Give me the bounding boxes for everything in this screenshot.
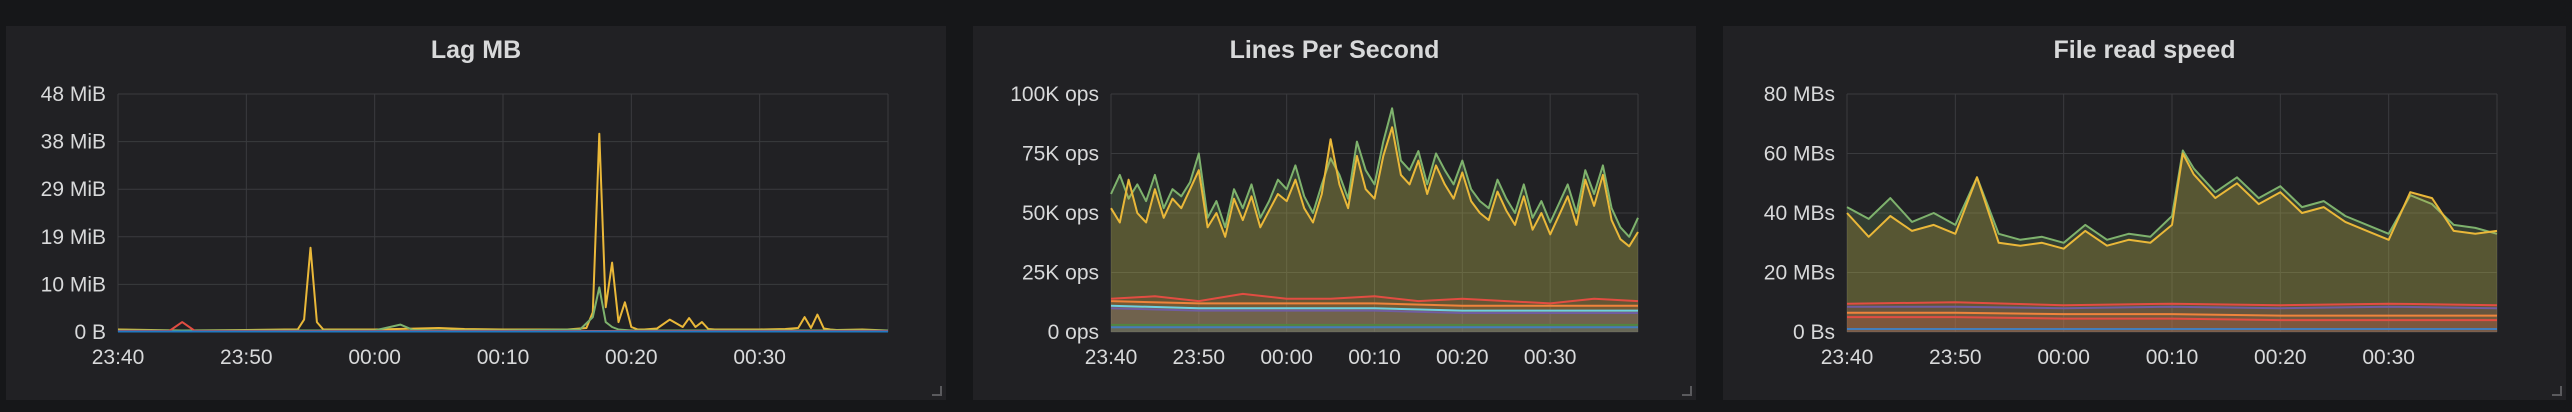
y-tick-label: 0 B bbox=[74, 321, 106, 344]
series-line[interactable] bbox=[1110, 307, 1638, 314]
x-tick-label: 23:40 bbox=[1085, 346, 1138, 369]
y-tick-label: 25K ops bbox=[1022, 262, 1099, 285]
series-area bbox=[1847, 302, 2497, 332]
x-tick-label: 23:40 bbox=[92, 346, 145, 369]
file-read-speed-panel: File read speed 0 Bs 20 MBs 40 MBs 60 MBs 80… bbox=[1723, 26, 2566, 400]
y-tick-label: 19 MiB bbox=[41, 226, 106, 249]
series-area bbox=[1111, 327, 1638, 332]
series-line[interactable] bbox=[1110, 304, 1638, 312]
y-tick-label: 38 MiB bbox=[41, 131, 106, 154]
lines-per-second-chart: 0 ops 25K ops 50K ops 75K ops 100K ops 23:40 2… bbox=[1010, 83, 1639, 369]
y-tick-label: 50K ops bbox=[1022, 202, 1099, 225]
series-line[interactable] bbox=[1110, 292, 1639, 305]
panel-title[interactable]: Lines Per Second bbox=[1229, 36, 1440, 64]
x-tick-label: 00:30 bbox=[2362, 346, 2415, 369]
x-tick-label: 00:10 bbox=[477, 346, 530, 369]
series-line[interactable] bbox=[1110, 300, 1638, 307]
y-tick-label: 75K ops bbox=[1022, 143, 1099, 166]
y-tick-label: 29 MiB bbox=[41, 178, 106, 201]
series-line[interactable] bbox=[1846, 152, 2498, 250]
y-tick-label: 48 MiB bbox=[41, 83, 106, 106]
file-read-speed-chart: 0 Bs 20 MBs 40 MBs 60 MBs 80 MBs 23:40 23:50 00… bbox=[1764, 83, 2498, 369]
x-tick-label: 00:30 bbox=[733, 346, 786, 369]
x-tick-label: 00:20 bbox=[1436, 346, 1489, 369]
y-tick-label: 100K ops bbox=[1010, 83, 1099, 106]
x-tick-label: 00:00 bbox=[1260, 346, 1313, 369]
series-area bbox=[1847, 150, 2497, 332]
series-line[interactable] bbox=[1847, 305, 2498, 310]
y-tick-label: 40 MBs bbox=[1764, 202, 1835, 225]
lines-per-second-panel: Lines Per Second 0 ops 25K ops 50K ops 75K … bbox=[973, 26, 1696, 400]
y-tick-label: 10 MiB bbox=[41, 273, 106, 296]
series-line[interactable] bbox=[1847, 311, 2497, 317]
series-area bbox=[1111, 127, 1638, 332]
x-tick-label: 00:10 bbox=[1348, 346, 1401, 369]
panel-title[interactable]: Lag MB bbox=[430, 36, 522, 64]
x-tick-label: 00:30 bbox=[1524, 346, 1577, 369]
y-tick-label: 0 Bs bbox=[1793, 321, 1835, 344]
series-area bbox=[1111, 308, 1638, 332]
x-tick-label: 00:00 bbox=[348, 346, 401, 369]
x-tick-label: 23:50 bbox=[220, 346, 273, 369]
x-tick-label: 00:20 bbox=[605, 346, 658, 369]
x-tick-label: 23:50 bbox=[1929, 346, 1982, 369]
x-tick-label: 00:00 bbox=[2037, 346, 2090, 369]
y-tick-label: 60 MBs bbox=[1764, 143, 1835, 166]
resize-handle[interactable] bbox=[932, 386, 942, 396]
y-tick-label: 80 MBs bbox=[1764, 83, 1835, 106]
x-tick-label: 00:10 bbox=[2146, 346, 2199, 369]
series-line[interactable] bbox=[1110, 107, 1639, 238]
x-tick-label: 23:40 bbox=[1821, 346, 1874, 369]
x-tick-label: 23:50 bbox=[1173, 346, 1226, 369]
panel-title[interactable]: File read speed bbox=[2053, 36, 2236, 64]
series-area bbox=[1847, 153, 2497, 332]
lag-mb-chart: 0 B 10 MiB 19 MiB 29 MiB 38 MiB 48 MiB 23:40 23… bbox=[41, 83, 889, 369]
x-tick-label: 00:20 bbox=[2254, 346, 2307, 369]
series-line[interactable] bbox=[1847, 316, 2497, 322]
y-tick-label: 0 ops bbox=[1048, 321, 1099, 344]
resize-handle[interactable] bbox=[2552, 386, 2562, 396]
resize-handle[interactable] bbox=[1682, 386, 1692, 396]
lag-mb-panel: Lag MB 0 B 10 MiB 19 MiB 29 MiB 38 MiB 48 MiB… bbox=[6, 26, 946, 400]
y-tick-label: 20 MBs bbox=[1764, 262, 1835, 285]
series-area bbox=[1111, 108, 1638, 332]
series-line[interactable] bbox=[1110, 126, 1639, 248]
series-line[interactable] bbox=[1846, 301, 2498, 307]
